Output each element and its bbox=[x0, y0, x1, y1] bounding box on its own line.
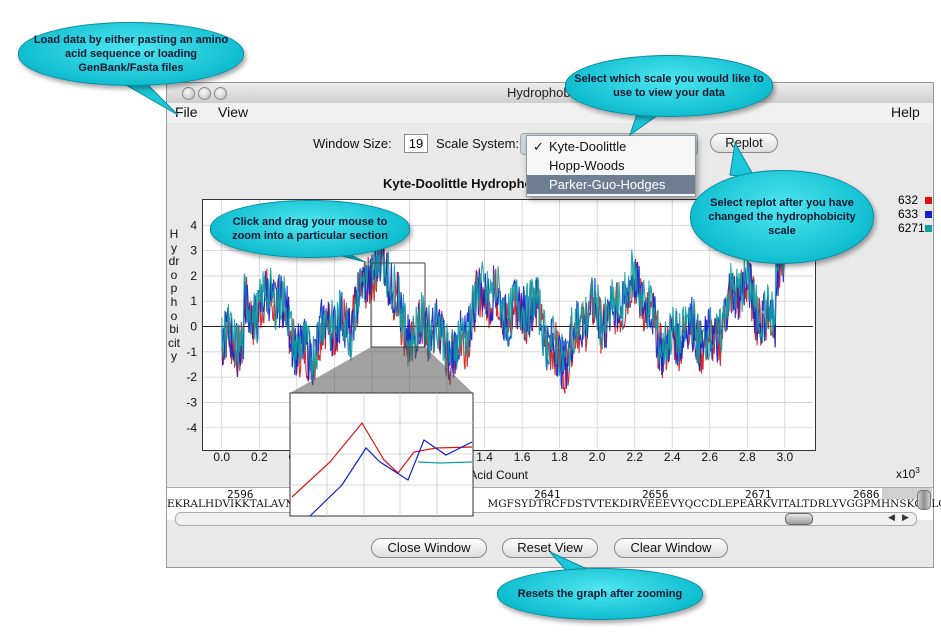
scale-dropdown-menu: ✓ Kyte-Doolittle Hopp-Woods Parker-Guo-H… bbox=[526, 135, 696, 197]
y-axis-label: Hydrophobicity bbox=[168, 227, 180, 364]
callout-zoom-text: Click and drag your mouse to zoom into a… bbox=[232, 216, 388, 242]
zoom-light-icon[interactable] bbox=[214, 87, 227, 100]
x-multiplier-exp: 3 bbox=[915, 466, 920, 475]
menu-view[interactable]: View bbox=[218, 104, 249, 120]
x-axis-label: Amino Acid Count bbox=[470, 468, 528, 482]
y-tick-label: 2 bbox=[190, 269, 197, 283]
x-tick-label: 1.8 bbox=[551, 450, 568, 464]
y-tick-label: -4 bbox=[186, 421, 197, 435]
x-tick-label: 1.4 bbox=[476, 450, 493, 464]
legend-swatch-teal bbox=[925, 225, 932, 232]
chart-title: Kyte-Doolittle Hydropho bbox=[383, 176, 533, 191]
reset-view-button[interactable]: Reset View bbox=[502, 538, 598, 558]
zoom-inset-grid bbox=[290, 393, 473, 516]
zoom-inset-box bbox=[289, 392, 474, 517]
callout-replot-text: Select replot after you have changed the… bbox=[708, 197, 856, 237]
callout-zoom: Click and drag your mouse to zoom into a… bbox=[210, 200, 410, 258]
check-icon: ✓ bbox=[533, 139, 544, 154]
series-line-6271 bbox=[221, 239, 785, 382]
scroll-right-arrow-icon[interactable]: ▶ bbox=[902, 512, 909, 522]
minimize-light-icon[interactable] bbox=[198, 87, 211, 100]
seq-number-4: 2671 bbox=[745, 488, 772, 501]
callout-load-data: Load data by either pasting an amino aci… bbox=[18, 22, 244, 86]
zoom-series-teal bbox=[417, 461, 473, 464]
seq-number-1: 2596 bbox=[227, 488, 254, 501]
x-tick-label: 0.0 bbox=[213, 450, 230, 464]
menu-help[interactable]: Help bbox=[891, 104, 920, 120]
x-tick-label: 2.2 bbox=[626, 450, 643, 464]
legend-swatch-blue bbox=[925, 211, 932, 218]
seq-number-2: 2641 bbox=[534, 488, 561, 501]
menu-file[interactable]: File bbox=[175, 104, 198, 120]
x-tick-label: 2.4 bbox=[664, 450, 681, 464]
callout-select-scale: Select which scale you would like to use… bbox=[565, 55, 773, 117]
scale-option-parker[interactable]: Parker-Guo-Hodges bbox=[527, 175, 695, 194]
sequence-text: EKRALHDVIKKTALAVMG MGFSYDTRCFDSTVTEKDIRVE… bbox=[167, 498, 941, 510]
callout-reset: Resets the graph after zooming bbox=[497, 568, 703, 620]
x-tick-label: 0.2 bbox=[251, 450, 268, 464]
x-tick-label: 2.0 bbox=[589, 450, 606, 464]
legend-swatch-red bbox=[925, 197, 932, 204]
legend-series-1: 632 bbox=[898, 193, 919, 207]
y-tick-label: 3 bbox=[190, 244, 197, 258]
callout-reset-text: Resets the graph after zooming bbox=[517, 588, 683, 600]
x-multiplier: x103 bbox=[896, 466, 920, 481]
callout-replot: Select replot after you have changed the… bbox=[690, 170, 874, 264]
sequence-text-right: MGFSYDTRCFDSTVTEKDIRVEEEVYQCCDLEPEARKVIT… bbox=[487, 498, 941, 510]
y-tick-label: -1 bbox=[186, 345, 197, 359]
x-axis-label-text: Amino Acid Count bbox=[470, 468, 528, 482]
window-size-label: Window Size: bbox=[313, 136, 392, 151]
window-size-input[interactable]: 19 bbox=[404, 134, 428, 153]
close-light-icon[interactable] bbox=[182, 87, 195, 100]
scale-option-hopp[interactable]: Hopp-Woods bbox=[527, 156, 695, 175]
x-tick-label: 2.6 bbox=[701, 450, 718, 464]
y-tick-label: -3 bbox=[186, 395, 197, 409]
scale-system-label: Scale System: bbox=[436, 136, 520, 151]
vertical-scroll-thumb[interactable] bbox=[917, 490, 931, 510]
x-multiplier-base: x10 bbox=[896, 467, 916, 481]
y-tick-label: -2 bbox=[186, 370, 197, 384]
x-tick-label: 2.8 bbox=[739, 450, 756, 464]
x-tick-label: 1.6 bbox=[514, 450, 531, 464]
scale-option-kyte[interactable]: ✓ Kyte-Doolittle bbox=[527, 137, 695, 156]
horizontal-scroll-thumb[interactable] bbox=[785, 513, 813, 525]
scale-option-label: Parker-Guo-Hodges bbox=[549, 177, 666, 192]
scale-option-label: Kyte-Doolittle bbox=[549, 139, 627, 154]
scale-option-label: Hopp-Woods bbox=[549, 158, 625, 173]
zoom-series-blue bbox=[309, 439, 473, 517]
sequence-highlight bbox=[882, 488, 932, 499]
legend-series-2: 633 bbox=[898, 207, 919, 221]
y-tick-label: 4 bbox=[190, 218, 197, 232]
zoom-projection-shadow bbox=[290, 347, 473, 393]
seq-number-3: 2656 bbox=[642, 488, 669, 501]
x-tick-label: 3.0 bbox=[777, 450, 794, 464]
scroll-left-arrow-icon[interactable]: ◀ bbox=[888, 512, 895, 522]
zoom-series-red bbox=[291, 421, 473, 498]
clear-window-button[interactable]: Clear Window bbox=[614, 538, 728, 558]
sequence-text-left: EKRALHDVIKKTALAVMG bbox=[167, 498, 305, 510]
close-window-button[interactable]: Close Window bbox=[371, 538, 487, 558]
callout-load-text: Load data by either pasting an amino aci… bbox=[33, 34, 229, 74]
callout-scale-text: Select which scale you would like to use… bbox=[574, 73, 764, 99]
zoom-selection-rect bbox=[370, 262, 426, 348]
seq-number-5: 2686 bbox=[853, 488, 880, 501]
y-tick-label: 0 bbox=[190, 320, 197, 334]
y-tick-label: 1 bbox=[190, 294, 197, 308]
